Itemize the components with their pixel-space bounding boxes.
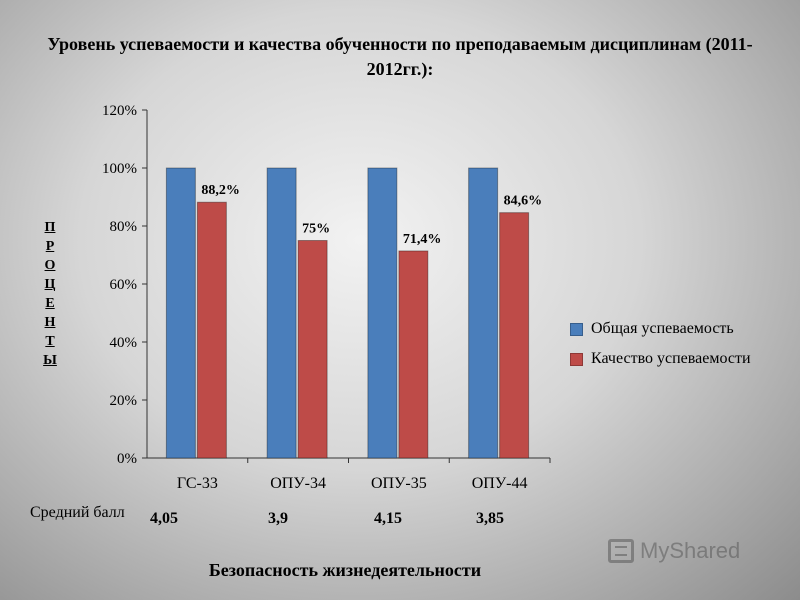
y-tick-label: 20% [110, 393, 138, 409]
legend-item-overall: Общая успеваемость [570, 314, 751, 344]
data-label: 75% [302, 222, 330, 237]
y-tick-label: 100% [102, 161, 137, 177]
data-label: 71,4% [403, 232, 442, 247]
average-score-opu34: 3,9 [268, 510, 288, 527]
bar-overall-0 [165, 167, 196, 459]
legend-label-overall: Общая успеваемость [591, 320, 734, 337]
y-axis-label-letter: Ы [43, 353, 57, 368]
average-score-label: Средний балл [30, 504, 125, 521]
y-tick-label: 0% [117, 451, 137, 467]
average-score-opu35: 4,15 [374, 510, 402, 527]
bar-quality-0 [196, 201, 227, 459]
x-tick-label: ГС-33 [177, 475, 218, 492]
y-axis-label-letter: Р [45, 239, 55, 254]
x-tick-label: ОПУ-35 [371, 475, 427, 492]
y-axis-label-letter: П [44, 220, 56, 235]
bar-overall-2 [367, 167, 398, 459]
y-tick-label: 120% [102, 103, 137, 119]
y-tick-label: 60% [110, 277, 138, 293]
bar-overall-3 [468, 167, 499, 459]
y-axis-label-letter: О [44, 258, 56, 273]
legend-item-quality: Качество успеваемости [570, 344, 751, 374]
legend-label-quality: Качество успеваемости [591, 350, 751, 367]
y-axis-label-letter: Е [45, 296, 55, 311]
data-label: 88,2% [201, 183, 240, 198]
watermark-logo: MyShared [608, 538, 740, 564]
data-label: 84,6% [504, 194, 543, 209]
y-axis-label-letter: Т [45, 334, 55, 349]
subject-label: Безопасность жизнедеятельности [208, 560, 482, 580]
chart-title: Уровень успеваемости и качества обученно… [47, 34, 753, 79]
x-tick-label: ОПУ-34 [270, 475, 326, 492]
bar-quality-1 [297, 240, 328, 459]
bar-quality-2 [398, 250, 429, 459]
legend-swatch-overall [570, 322, 583, 336]
y-axis-label-letter: Ц [44, 277, 56, 292]
y-tick-label: 40% [110, 335, 138, 351]
average-score-gs33: 4,05 [150, 510, 178, 527]
bar-quality-3 [499, 212, 530, 459]
legend: Общая успеваемость Качество успеваемости [570, 314, 751, 374]
y-axis-label-letter: Н [44, 315, 56, 330]
y-tick-label: 80% [110, 219, 138, 235]
average-score-opu44: 3,85 [476, 510, 504, 527]
legend-swatch-quality [570, 352, 583, 366]
x-tick-label: ОПУ-44 [472, 475, 528, 492]
bar-overall-1 [266, 167, 297, 459]
presentation-icon [608, 539, 634, 563]
